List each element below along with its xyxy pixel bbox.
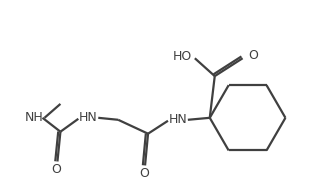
Text: HN: HN <box>79 111 98 124</box>
Text: O: O <box>52 163 61 176</box>
Text: NH: NH <box>25 111 44 124</box>
Text: HO: HO <box>172 50 192 63</box>
Text: O: O <box>249 49 259 62</box>
Text: HN: HN <box>169 113 187 126</box>
Text: O: O <box>139 167 149 180</box>
